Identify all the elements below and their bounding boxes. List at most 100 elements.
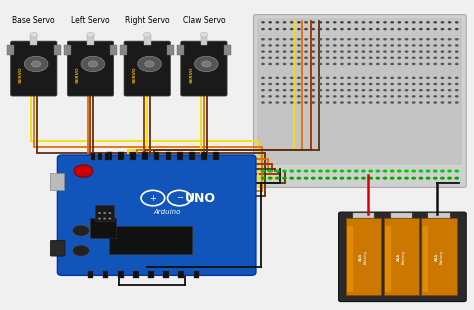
- Circle shape: [290, 77, 293, 79]
- Circle shape: [369, 28, 373, 30]
- Circle shape: [304, 21, 308, 24]
- Circle shape: [261, 63, 265, 65]
- Circle shape: [297, 44, 301, 47]
- Circle shape: [304, 38, 308, 41]
- Circle shape: [419, 28, 423, 30]
- Circle shape: [194, 56, 218, 72]
- Circle shape: [426, 95, 430, 98]
- Circle shape: [319, 77, 322, 79]
- Circle shape: [275, 38, 279, 41]
- Circle shape: [455, 63, 459, 65]
- Text: UNO: UNO: [185, 192, 216, 205]
- Circle shape: [30, 32, 37, 37]
- Circle shape: [297, 77, 301, 79]
- Circle shape: [404, 177, 409, 180]
- Circle shape: [440, 51, 444, 53]
- Circle shape: [275, 28, 279, 30]
- Circle shape: [440, 63, 444, 65]
- Circle shape: [412, 101, 416, 104]
- Circle shape: [390, 177, 394, 180]
- Circle shape: [340, 89, 344, 91]
- Circle shape: [318, 170, 323, 173]
- Circle shape: [311, 51, 315, 53]
- Circle shape: [339, 177, 344, 180]
- Circle shape: [333, 28, 337, 30]
- Circle shape: [455, 101, 459, 104]
- Bar: [428, 213, 450, 218]
- Circle shape: [383, 44, 387, 47]
- Circle shape: [390, 63, 394, 65]
- Circle shape: [355, 95, 358, 98]
- Bar: [144, 35, 151, 46]
- Circle shape: [433, 95, 437, 98]
- Circle shape: [448, 28, 451, 30]
- Circle shape: [362, 101, 365, 104]
- Circle shape: [201, 61, 211, 67]
- Circle shape: [297, 101, 301, 104]
- Bar: [133, 271, 139, 278]
- Circle shape: [440, 101, 444, 104]
- Circle shape: [397, 170, 401, 173]
- Circle shape: [311, 101, 315, 104]
- Circle shape: [376, 83, 380, 85]
- Circle shape: [326, 51, 329, 53]
- Circle shape: [319, 44, 322, 47]
- Text: AAA
Battery: AAA Battery: [359, 250, 368, 264]
- Circle shape: [412, 83, 416, 85]
- Circle shape: [383, 95, 387, 98]
- Circle shape: [290, 83, 293, 85]
- Circle shape: [340, 28, 344, 30]
- Circle shape: [268, 63, 272, 65]
- Circle shape: [347, 77, 351, 79]
- Circle shape: [390, 28, 394, 30]
- Circle shape: [290, 56, 293, 59]
- Circle shape: [369, 51, 373, 53]
- Circle shape: [275, 170, 280, 173]
- Circle shape: [304, 44, 308, 47]
- Circle shape: [347, 170, 352, 173]
- Circle shape: [311, 38, 315, 41]
- Circle shape: [283, 38, 286, 41]
- Circle shape: [332, 177, 337, 180]
- Circle shape: [297, 38, 301, 41]
- Circle shape: [304, 101, 308, 104]
- Circle shape: [268, 77, 272, 79]
- Circle shape: [347, 89, 351, 91]
- Circle shape: [355, 63, 358, 65]
- Circle shape: [426, 101, 430, 104]
- Bar: [107, 152, 112, 160]
- Circle shape: [355, 51, 358, 53]
- Circle shape: [447, 170, 452, 173]
- Bar: [423, 226, 428, 292]
- Circle shape: [73, 245, 90, 256]
- Circle shape: [340, 38, 344, 41]
- Circle shape: [362, 77, 365, 79]
- Circle shape: [283, 101, 286, 104]
- Circle shape: [448, 101, 451, 104]
- Bar: [142, 152, 148, 160]
- Circle shape: [311, 89, 315, 91]
- Circle shape: [369, 77, 373, 79]
- Bar: [391, 213, 412, 218]
- Circle shape: [73, 225, 90, 236]
- Circle shape: [362, 95, 365, 98]
- Text: Arduino: Arduino: [153, 209, 180, 215]
- Circle shape: [261, 21, 265, 24]
- Circle shape: [275, 89, 279, 91]
- Text: SERVO: SERVO: [132, 66, 137, 83]
- Circle shape: [333, 51, 337, 53]
- Circle shape: [426, 28, 430, 30]
- Circle shape: [440, 44, 444, 47]
- Circle shape: [355, 28, 358, 30]
- Circle shape: [440, 95, 444, 98]
- Bar: [421, 218, 457, 295]
- Circle shape: [412, 63, 416, 65]
- Circle shape: [297, 83, 301, 85]
- Circle shape: [290, 101, 293, 104]
- Circle shape: [411, 177, 416, 180]
- Circle shape: [268, 83, 272, 85]
- Circle shape: [362, 89, 365, 91]
- Circle shape: [355, 21, 358, 24]
- Circle shape: [369, 89, 373, 91]
- Circle shape: [405, 89, 409, 91]
